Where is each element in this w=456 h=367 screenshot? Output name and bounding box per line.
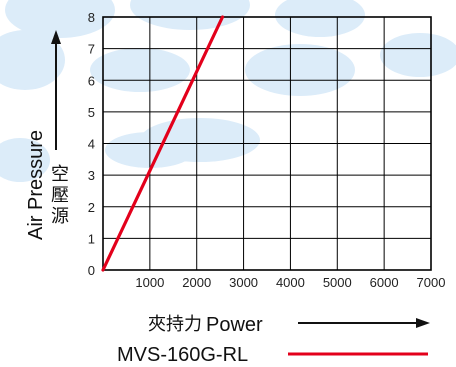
series-layer (101, 15, 225, 272)
y-tick-label: 3 (88, 168, 95, 183)
legend-label: MVS-160G-RL (117, 344, 248, 366)
series-line (101, 15, 225, 272)
x-tick-label: 3000 (229, 275, 258, 290)
x-axis-label-cn: 夾持力 (148, 314, 202, 335)
y-tick-label: 4 (88, 137, 95, 152)
svg-text:源: 源 (51, 206, 69, 227)
y-tick-label: 1 (88, 231, 95, 246)
y-axis-arrow (51, 30, 61, 150)
svg-text:壓: 壓 (51, 185, 69, 206)
y-tick-label: 7 (88, 42, 95, 57)
x-axis-label: Power (206, 314, 263, 336)
chart-grid (102, 16, 432, 271)
x-tick-label: 5000 (323, 275, 352, 290)
x-axis-arrow (298, 318, 430, 328)
x-tick-label: 1000 (135, 275, 164, 290)
x-tick-label: 6000 (370, 275, 399, 290)
y-axis-label: Air Pressure (25, 130, 47, 240)
y-axis-label-cn: 空 壓 源 (51, 164, 69, 227)
y-tick-label: 0 (88, 263, 95, 278)
x-tick-label: 7000 (417, 275, 446, 290)
background-decoration (0, 0, 456, 182)
legend: MVS-160G-RL (117, 344, 428, 366)
tick-labels: 0 1 2 3 4 5 6 7 8 1000 2000 3000 4000 5000 6000 7000 (88, 10, 446, 290)
svg-text:空: 空 (51, 164, 69, 185)
x-tick-label: 2000 (182, 275, 211, 290)
x-tick-label: 4000 (276, 275, 305, 290)
y-tick-label: 8 (88, 10, 95, 25)
y-tick-label: 5 (88, 105, 95, 120)
y-tick-label: 6 (88, 73, 95, 88)
y-tick-label: 2 (88, 200, 95, 215)
